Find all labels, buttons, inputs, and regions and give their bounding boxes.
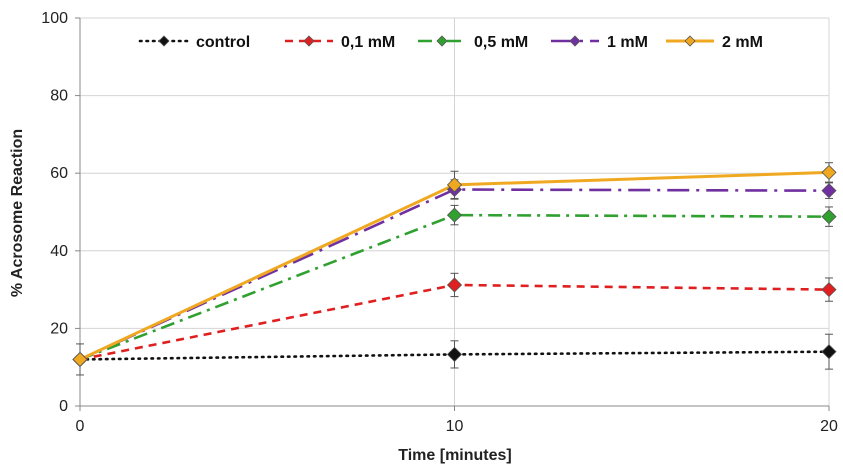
legend-label-0-5-mm: 0,5 mM (474, 34, 528, 51)
y-tick-label: 100 (41, 10, 68, 27)
data-point-2-mm (821, 164, 837, 180)
data-point-0-1-mm (821, 282, 837, 298)
data-point-0-5-mm (446, 207, 463, 223)
legend-label-0-1-mm: 0,1 mM (341, 34, 395, 51)
data-point-0-1-mm (446, 277, 463, 293)
tick-labels: 0 20 40 60 80 100 0 10 20 (41, 10, 838, 435)
legend: control 0,1 mM 0,5 mM 1 mM 2 mM (138, 34, 763, 51)
legend-marker-0-5-mm (436, 35, 448, 47)
x-axis-title: Time [minutes] (398, 447, 512, 464)
data-point-2-mm (446, 177, 463, 193)
legend-marker-1-mm (569, 35, 581, 47)
legend-marker-control (158, 35, 170, 47)
series-line-control (78, 350, 831, 361)
y-tick-label: 40 (50, 243, 68, 260)
legend-marker-2-mm (684, 35, 696, 47)
data-point-control (821, 344, 837, 360)
legend-label-2-mm: 2 mM (722, 34, 763, 51)
data-point-1-mm (821, 183, 837, 199)
axes (75, 17, 830, 411)
data-point-0-5-mm (821, 209, 837, 225)
data-point-2-mm (72, 351, 88, 368)
y-tick-label: 60 (50, 165, 68, 182)
legend-label-1-mm: 1 mM (607, 34, 648, 51)
series-line-0-5-mm (79, 213, 830, 361)
y-tick-label: 0 (59, 398, 68, 415)
y-tick-label: 80 (50, 88, 68, 105)
series-markers (72, 164, 837, 368)
y-axis-title: % Acrosome Reaction (9, 129, 26, 297)
y-tick-label: 20 (50, 320, 68, 337)
x-tick-label: 20 (820, 418, 838, 435)
x-tick-label: 0 (76, 418, 85, 435)
error-bars (76, 162, 833, 376)
legend-marker-0-1-mm (303, 35, 315, 47)
legend-label-control: control (196, 34, 250, 51)
x-tick-label: 10 (446, 418, 464, 435)
data-point-control (446, 346, 463, 362)
